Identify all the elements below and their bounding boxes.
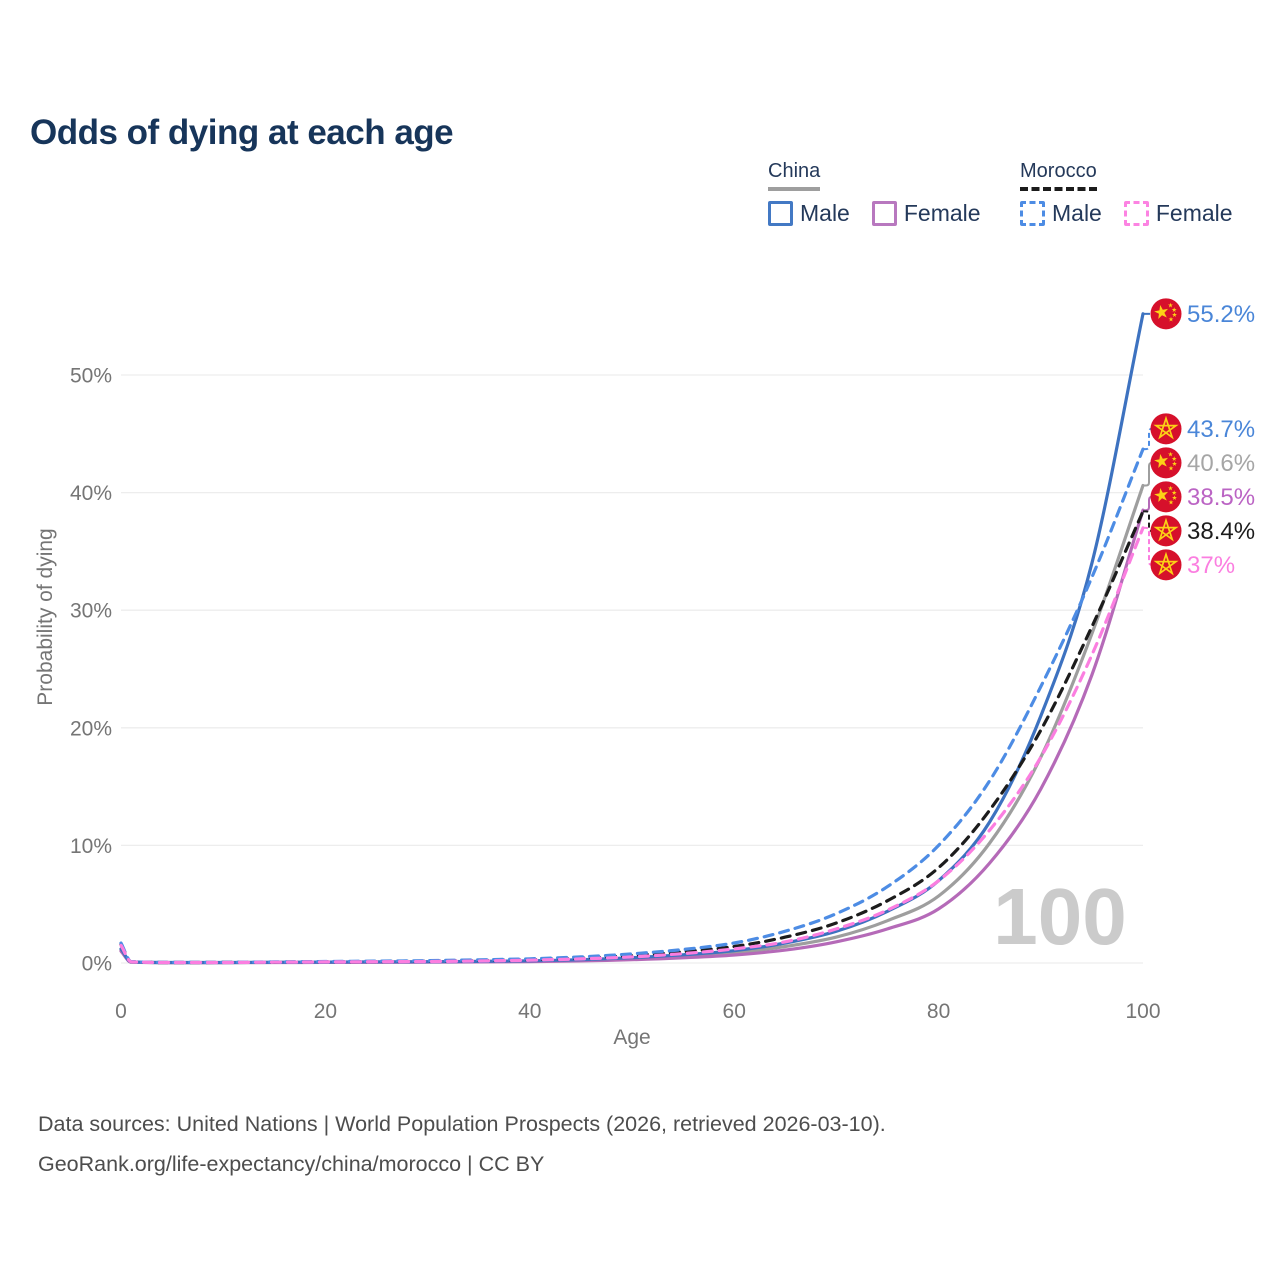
- legend-swatch-morocco-female: [1123, 201, 1149, 226]
- y-tick-label-0: 0%: [82, 953, 112, 976]
- x-tick-label-60: 60: [723, 1000, 746, 1023]
- legend-item-morocco-female[interactable]: Female: [1123, 200, 1233, 227]
- flag-icon-morocco: [1150, 549, 1182, 581]
- legend-group-china: China Male Female: [768, 160, 1003, 227]
- flag-icon-china: [1150, 481, 1182, 513]
- footer-data-sources: Data sources: United Nations | World Pop…: [38, 1112, 886, 1136]
- y-tick-label-30: 30%: [70, 600, 112, 623]
- x-axis-title: Age: [613, 1026, 651, 1049]
- end-label-morocco-female: 37%: [1187, 552, 1235, 579]
- legend-item-china-female[interactable]: Female: [871, 200, 981, 227]
- footer-attribution: GeoRank.org/life-expectancy/china/morocc…: [38, 1152, 545, 1176]
- legend-items-china: Male Female: [768, 200, 1003, 227]
- y-tick-label-50: 50%: [70, 365, 112, 388]
- flag-icon-china: [1150, 447, 1182, 479]
- end-label-china-all: 40.6%: [1187, 450, 1255, 477]
- y-tick-label-20: 20%: [70, 717, 112, 740]
- end-label-china-male: 55.2%: [1187, 301, 1255, 328]
- flag-icon-morocco: [1150, 515, 1182, 547]
- x-tick-label-100: 100: [1125, 1000, 1160, 1023]
- series-line-morocco-all: [119, 509, 1145, 965]
- legend-label-china-male: Male: [800, 200, 850, 226]
- series-line-china-female: [119, 508, 1145, 965]
- y-tick-label-40: 40%: [70, 482, 112, 505]
- flag-icon-china: [1150, 298, 1182, 330]
- flag-icon-morocco: [1150, 413, 1182, 445]
- watermark: 100: [993, 872, 1126, 961]
- legend-label-morocco-female: Female: [1155, 200, 1233, 226]
- series-line-morocco-female: [119, 526, 1145, 965]
- y-tick-label-10: 10%: [70, 835, 112, 858]
- page-title: Odds of dying at each age: [30, 113, 454, 153]
- legend-swatch-china-male: [768, 201, 793, 226]
- legend-group-morocco: Morocco Male Female: [1020, 160, 1255, 227]
- x-tick-label-0: 0: [115, 1000, 127, 1023]
- legend-items-morocco: Male Female: [1020, 200, 1255, 227]
- x-tick-label-80: 80: [927, 1000, 950, 1023]
- footer: Data sources: United Nations | World Pop…: [38, 1104, 886, 1184]
- legend-swatch-morocco-male: [1020, 201, 1045, 226]
- end-leader-morocco-male: [1143, 427, 1153, 451]
- x-tick-label-20: 20: [314, 1000, 337, 1023]
- end-label-morocco-all: 38.4%: [1187, 518, 1255, 545]
- legend-label-morocco-male: Male: [1052, 200, 1102, 226]
- legend-country-china[interactable]: China: [768, 160, 821, 191]
- end-label-china-female: 38.5%: [1187, 484, 1255, 511]
- end-leader-china-all: [1143, 461, 1153, 487]
- x-tick-label-40: 40: [518, 1000, 541, 1023]
- legend-country-morocco[interactable]: Morocco: [1020, 160, 1097, 191]
- legend-item-morocco-male[interactable]: Male: [1020, 200, 1102, 227]
- legend-item-china-male[interactable]: Male: [768, 200, 850, 227]
- series-line-china-all: [119, 483, 1145, 965]
- end-leader-morocco-female: [1143, 526, 1153, 566]
- legend-swatch-china-female: [871, 201, 897, 226]
- end-label-morocco-male: 43.7%: [1187, 416, 1255, 443]
- y-axis-title: Probability of dying: [34, 528, 57, 706]
- series-line-morocco-male: [119, 447, 1145, 964]
- legend-label-china-female: Female: [903, 200, 981, 226]
